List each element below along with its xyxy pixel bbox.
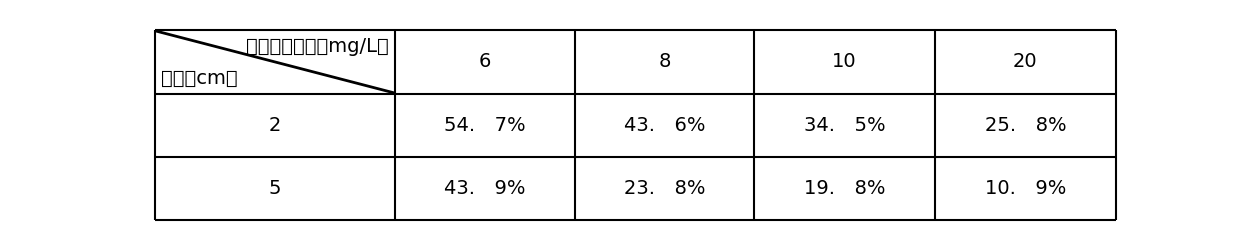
Text: 23. 8%: 23. 8% [624, 179, 706, 198]
Text: 10. 9%: 10. 9% [985, 179, 1066, 198]
Text: 2: 2 [269, 116, 281, 135]
Text: 5: 5 [269, 179, 281, 198]
Text: 34. 5%: 34. 5% [804, 116, 885, 135]
Text: 甲醒初始浓度（mg/L）: 甲醒初始浓度（mg/L） [247, 37, 389, 56]
Text: 19. 8%: 19. 8% [804, 179, 885, 198]
Text: 54. 7%: 54. 7% [444, 116, 526, 135]
Text: 10: 10 [832, 52, 857, 71]
Text: 43. 6%: 43. 6% [624, 116, 706, 135]
Text: 25. 8%: 25. 8% [985, 116, 1066, 135]
Text: 43. 9%: 43. 9% [444, 179, 526, 198]
Text: 20: 20 [1013, 52, 1038, 71]
Text: 6: 6 [479, 52, 491, 71]
Text: 光程（cm）: 光程（cm） [161, 69, 238, 88]
Text: 8: 8 [658, 52, 671, 71]
